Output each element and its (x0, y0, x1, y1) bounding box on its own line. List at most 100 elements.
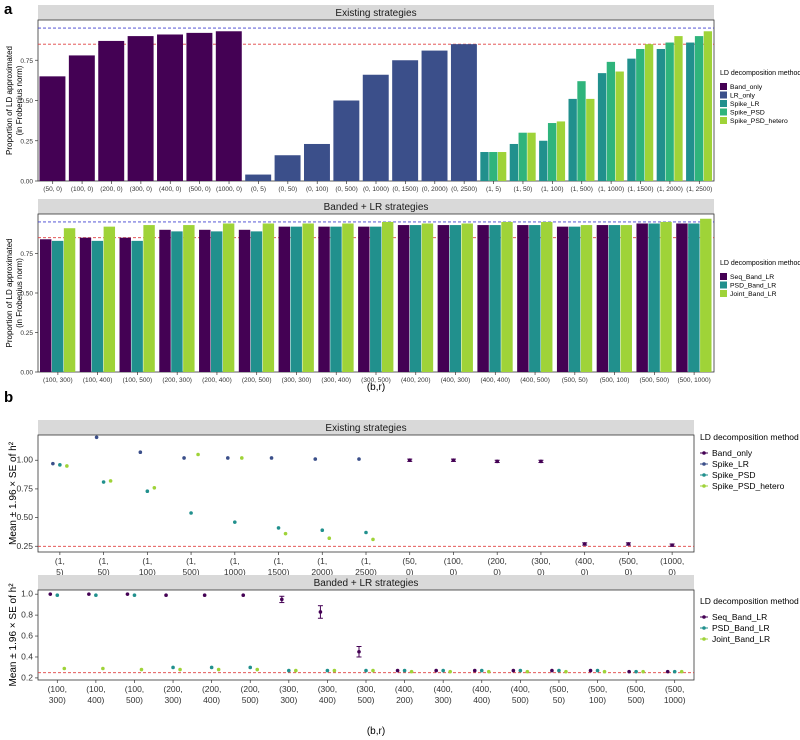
p3-point-Joint_Band_LR-0 (62, 666, 67, 671)
p0-bar-Spike_PSD_hetero-22 (703, 31, 713, 181)
p1-bar-Seq_Band_LR-15 (636, 223, 648, 372)
p0-legend-label-1: LR_only (730, 93, 756, 100)
p1-bar-Joint_Band_LR-6 (302, 223, 314, 372)
p2-plot-frame (37, 434, 695, 553)
p3-legend-swatch-dot-1 (702, 626, 706, 630)
p3-xtick-label-9-a: (400, (395, 684, 414, 694)
p3-point-Joint_Band_LR-3 (178, 667, 182, 672)
p0-legend-label-4: Spike_PSD_hetero (730, 118, 788, 125)
p0-bar-Band_only-1 (68, 55, 95, 181)
p1-bar-Seq_Band_LR-7 (318, 226, 330, 372)
p2-legend-label-1: Spike_LR (712, 459, 749, 469)
p0-legend-swatch-4 (720, 117, 727, 124)
p2-xtick-label-11-b: 0) (537, 567, 545, 577)
p0-xtick-label-2: (200, 0) (100, 186, 122, 193)
p3-point-PSD_Band_LR-12 (518, 668, 523, 673)
p0-bar-Spike_PSD_hetero-18 (586, 98, 595, 181)
p1-bar-PSD_Band_LR-15 (648, 223, 660, 372)
p3-ytick-label-2: 0.6 (21, 631, 33, 641)
p3-point-PSD_Band_LR-9 (402, 668, 407, 673)
p2-point-Spike_PSD-1 (101, 480, 106, 484)
p1-bar-PSD_Band_LR-4 (210, 231, 223, 372)
p3-ytick-label-4: 1.0 (21, 589, 33, 599)
p1-bar-Seq_Band_LR-5 (238, 229, 251, 372)
p1-bar-PSD_Band_LR-13 (568, 226, 581, 372)
p2-xtick-label-2-a: (1, (142, 556, 152, 566)
p0-bar-Band_only-0 (39, 76, 66, 181)
p0-bar-Spike_PSD_hetero-19 (615, 71, 624, 181)
p1-strip-bg (38, 199, 714, 214)
p1-xtick-label-1: (100, 400) (83, 377, 113, 384)
p0-ytick-label-3: 0.75 (20, 58, 33, 65)
p3-point-Seq_Band_LR-5 (241, 593, 246, 598)
p0-xtick-label-17: (1, 100) (541, 186, 563, 193)
p3-point-Joint_Band_LR-12 (525, 669, 530, 674)
p2-point-Spike_LR-5 (269, 456, 274, 460)
p3-point-Joint_Band_LR-14 (602, 669, 607, 674)
p3-point-PSD_Band_LR-8 (364, 668, 368, 673)
p3-point-PSD_Band_LR-11 (479, 668, 484, 673)
p3-xtick-label-16-a: (500, (665, 684, 684, 694)
p1-bar-Seq_Band_LR-2 (119, 237, 131, 372)
p0-xtick-label-7: (0, 5) (251, 186, 266, 193)
p1-bar-Joint_Band_LR-15 (660, 221, 672, 372)
p0-ylabel-line-1: Proportion of LD approximated (5, 46, 14, 155)
p3-xtick-label-10-a: (400, (433, 684, 452, 694)
p2-xtick-label-6-b: 2000) (311, 567, 333, 577)
p1-xtick-label-10: (400, 300) (441, 377, 471, 384)
p3-xtick-label-6-b: 300) (280, 695, 297, 705)
p1-bar-Joint_Band_LR-13 (580, 225, 593, 372)
p3-point-Seq_Band_LR-8 (357, 649, 361, 654)
p1-xtick-label-7: (300, 400) (321, 377, 351, 384)
p1-bar-Joint_Band_LR-0 (63, 228, 76, 372)
p1-bar-Joint_Band_LR-12 (541, 221, 553, 372)
p0-xtick-label-0: (50, 0) (43, 186, 62, 193)
p2-xtick-label-11-a: (300, (531, 556, 550, 566)
p2-xtick-label-2-b: 100) (139, 567, 156, 577)
p1-bar-Seq_Band_LR-11 (477, 225, 489, 372)
p1-bar-PSD_Band_LR-16 (688, 223, 700, 372)
p3-legend-swatch-dot-2 (702, 637, 706, 641)
p2-xtick-label-14-a: (1000, (660, 556, 684, 566)
p0-bar-Spike_PSD_hetero-16 (527, 132, 536, 181)
p0-bar-Spike_LR-18 (568, 98, 577, 181)
p1-bar-Joint_Band_LR-9 (421, 223, 434, 372)
p0-xtick-label-10: (0, 500) (335, 186, 357, 193)
p1-bar-Seq_Band_LR-9 (397, 225, 410, 372)
p3-point-Joint_Band_LR-6 (294, 668, 298, 673)
p3-legend-label-2: Joint_Band_LR (712, 634, 770, 644)
p3-point-Joint_Band_LR-4 (216, 667, 221, 672)
p3-point-PSD_Band_LR-13 (557, 668, 561, 673)
p2-ytick-label-3: 1.00 (16, 455, 33, 465)
p3-point-Joint_Band_LR-16 (679, 669, 684, 674)
p0-legend-swatch-3 (720, 108, 727, 116)
p0-legend-label-0: Band_only (730, 84, 763, 91)
p3-point-PSD_Band_LR-16 (672, 669, 677, 674)
p0-xtick-label-8: (0, 50) (278, 186, 297, 193)
p3-point-Seq_Band_LR-7 (318, 610, 323, 614)
p2-xtick-label-6-a: (1, (317, 556, 327, 566)
p0-bar-Spike_PSD-16 (518, 132, 527, 181)
p0-bar-LR_only-10 (333, 100, 360, 181)
p2-legend-swatch-dot-1 (702, 462, 706, 466)
p2-point-Band_only-14 (670, 543, 674, 547)
p0-bar-Spike_LR-20 (627, 58, 636, 181)
p1-legend-swatch-1 (720, 281, 727, 289)
p2-xtick-label-13-a: (500, (619, 556, 638, 566)
p0-legend-swatch-0 (720, 83, 727, 90)
p0-xtick-label-16: (1, 50) (514, 186, 533, 193)
p3-point-Joint_Band_LR-8 (371, 668, 375, 673)
p3-xtick-label-13-a: (500, (549, 684, 568, 694)
p0-bar-Band_only-5 (186, 32, 213, 181)
p2-legend-label-2: Spike_PSD (712, 470, 755, 480)
p3-xtick-label-1-a: (100, (86, 684, 105, 694)
p3-point-PSD_Band_LR-1 (94, 593, 98, 598)
p3-xtick-label-3-b: 300) (165, 695, 182, 705)
p3-xtick-label-12-b: 500) (512, 695, 529, 705)
p1-bar-PSD_Band_LR-10 (449, 225, 461, 372)
p0-bar-LR_only-13 (421, 50, 448, 182)
p0-legend-label-3: Spike_PSD (730, 110, 765, 117)
p2-point-Spike_PSD_hetero-6 (327, 536, 332, 541)
p2-xtick-label-9-b: 0) (450, 567, 458, 577)
